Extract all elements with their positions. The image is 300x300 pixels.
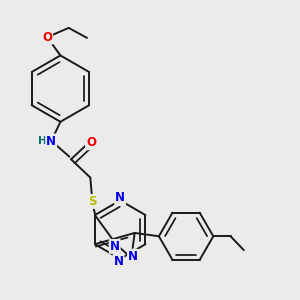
Text: N: N	[110, 240, 120, 253]
Text: H: H	[38, 136, 46, 146]
Text: S: S	[88, 195, 96, 208]
Text: N: N	[113, 255, 124, 268]
Text: O: O	[42, 31, 52, 44]
Text: N: N	[128, 250, 138, 263]
Text: N: N	[115, 191, 125, 204]
Text: O: O	[86, 136, 96, 149]
Text: N: N	[46, 134, 56, 148]
